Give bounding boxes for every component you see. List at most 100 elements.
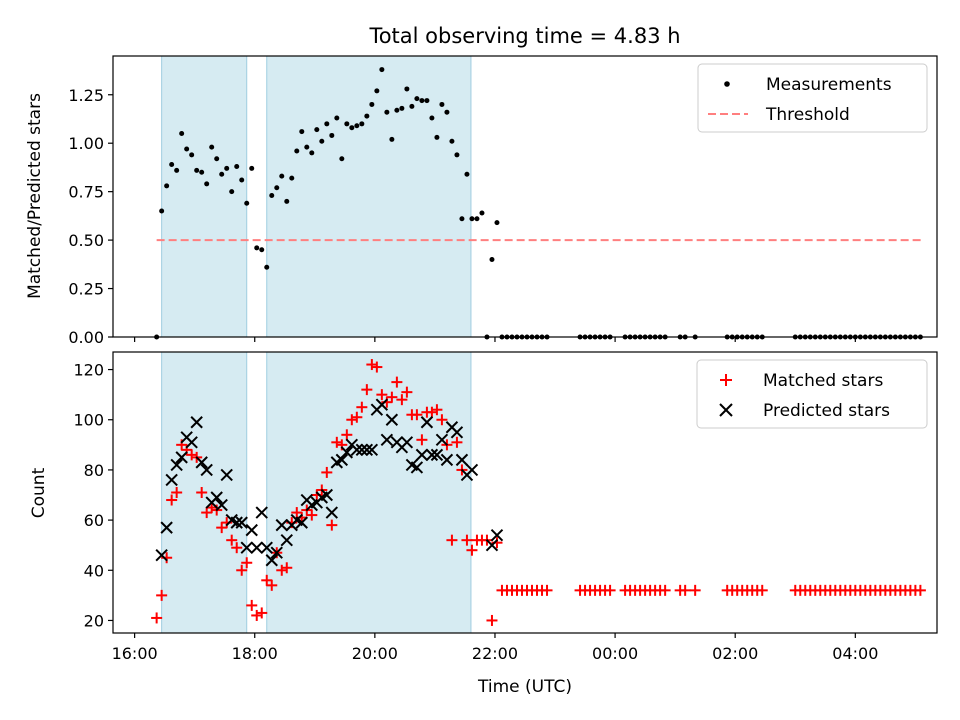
data-point (216, 522, 228, 534)
data-point (354, 123, 360, 129)
data-point (356, 401, 368, 413)
data-point (320, 488, 334, 502)
data-point (260, 541, 273, 554)
shaded-region-0 (161, 55, 248, 338)
data-point (251, 609, 263, 621)
data-point (274, 185, 280, 191)
data-point (385, 413, 399, 426)
data-point (679, 584, 691, 596)
data-point (379, 67, 385, 73)
data-point (195, 456, 208, 469)
bottom-y-axis: 20 40 60 80 100 120 (73, 361, 113, 630)
data-point (431, 404, 443, 416)
data-point (220, 468, 233, 482)
y-tick-label: 20 (84, 611, 104, 630)
series-predicted-stars (155, 398, 504, 567)
data-point (151, 612, 163, 624)
data-point (350, 443, 364, 457)
data-point (389, 136, 395, 142)
data-point (424, 98, 430, 104)
y-tick-label: 0.00 (68, 328, 104, 347)
data-point (360, 443, 374, 457)
data-point (276, 564, 288, 576)
y-tick-label: 0.75 (68, 183, 104, 202)
data-point (196, 487, 208, 498)
data-point (245, 523, 258, 537)
data-point (459, 216, 465, 222)
data-point (434, 134, 440, 140)
data-point (294, 148, 300, 154)
data-point (170, 458, 183, 472)
data-point (230, 516, 243, 529)
data-point (430, 448, 444, 462)
data-point (259, 247, 265, 253)
data-point (189, 152, 195, 158)
data-point (215, 498, 228, 512)
data-point (375, 398, 389, 411)
shaded-region-1 (266, 55, 472, 338)
data-point (171, 487, 183, 498)
x-tick-label: 22:00 (472, 644, 518, 663)
data-point (264, 264, 270, 270)
data-point (376, 389, 388, 401)
data-point (166, 494, 178, 506)
data-point (226, 534, 238, 546)
bottom-legend: Matched stars Predicted stars (696, 359, 928, 429)
legend-label-predicted: Predicted stars (763, 401, 890, 421)
data-point (341, 429, 353, 441)
data-point (449, 138, 455, 144)
data-point (155, 549, 168, 562)
top-y-axis-label: Matched/Predicted stars (25, 93, 45, 299)
data-point (289, 175, 295, 181)
data-point (396, 394, 408, 406)
data-point (486, 614, 498, 626)
data-point (391, 376, 403, 388)
x-tick-label: 00:00 (592, 644, 638, 663)
x-tick-label: 20:00 (352, 644, 398, 663)
legend-label-threshold: Threshold (765, 105, 850, 125)
shaded-region-1 (266, 351, 472, 634)
y-tick-label: 80 (84, 461, 104, 480)
y-tick-label: 60 (84, 511, 104, 530)
x-tick-label: 16:00 (112, 644, 158, 663)
data-point (246, 599, 258, 611)
data-point (351, 411, 363, 423)
bottom-axes-frame (112, 351, 938, 634)
data-point (474, 216, 480, 222)
data-point (236, 564, 248, 576)
data-point (219, 171, 225, 177)
data-point (201, 507, 213, 519)
data-point (420, 416, 434, 429)
data-point (340, 446, 354, 459)
y-tick-label: 0.25 (68, 280, 104, 299)
data-point (419, 98, 425, 104)
data-point (335, 453, 349, 467)
data-point (224, 165, 230, 171)
data-point (210, 491, 223, 504)
data-point (541, 584, 553, 596)
x-tick-label: 04:00 (832, 644, 878, 663)
data-point (364, 113, 370, 119)
data-point (234, 163, 240, 169)
data-point (244, 200, 250, 206)
data-point (365, 443, 379, 457)
data-point (295, 516, 308, 529)
data-point (240, 541, 253, 554)
data-point (184, 146, 190, 152)
data-point (174, 167, 180, 173)
data-point (410, 461, 424, 474)
data-point (229, 189, 235, 195)
data-point (394, 107, 400, 113)
data-point (255, 506, 268, 519)
top-legend: Measurements Threshold (697, 63, 928, 133)
top-legend-box (697, 63, 928, 133)
series-matched-stars (151, 359, 926, 626)
data-point (325, 506, 339, 519)
data-point (416, 434, 428, 446)
data-point (200, 463, 213, 477)
data-point (401, 386, 413, 398)
data-point (160, 521, 173, 534)
data-point (299, 129, 305, 135)
data-point (386, 391, 398, 403)
